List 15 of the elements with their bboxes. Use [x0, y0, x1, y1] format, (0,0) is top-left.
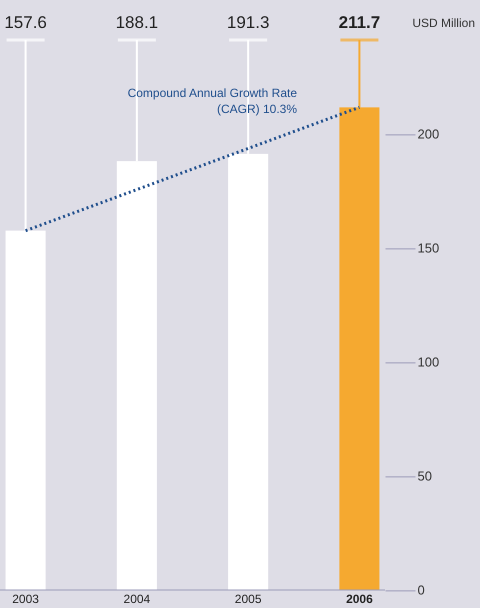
x-tick-label: 2004	[124, 592, 151, 606]
annotation: Compound Annual Growth Rate (CAGR) 10.3%	[128, 86, 298, 116]
y-tick-label: 50	[418, 468, 432, 484]
data-label: 211.7	[338, 13, 380, 32]
y-tick-label: 200	[418, 126, 440, 142]
data-label: 188.1	[116, 13, 158, 32]
y-tick-label: 0	[418, 582, 425, 598]
text: USD Million	[412, 16, 475, 30]
x-tick-label: 2003	[12, 592, 40, 606]
data-label: 191.3	[226, 13, 270, 32]
y-tick-label: 150	[418, 240, 440, 256]
y-tick-label: 100	[418, 354, 440, 370]
data-label: 157.6	[4, 13, 47, 32]
x-tick-label: 2005	[234, 592, 262, 606]
x-tick-label: 2006	[346, 592, 374, 606]
